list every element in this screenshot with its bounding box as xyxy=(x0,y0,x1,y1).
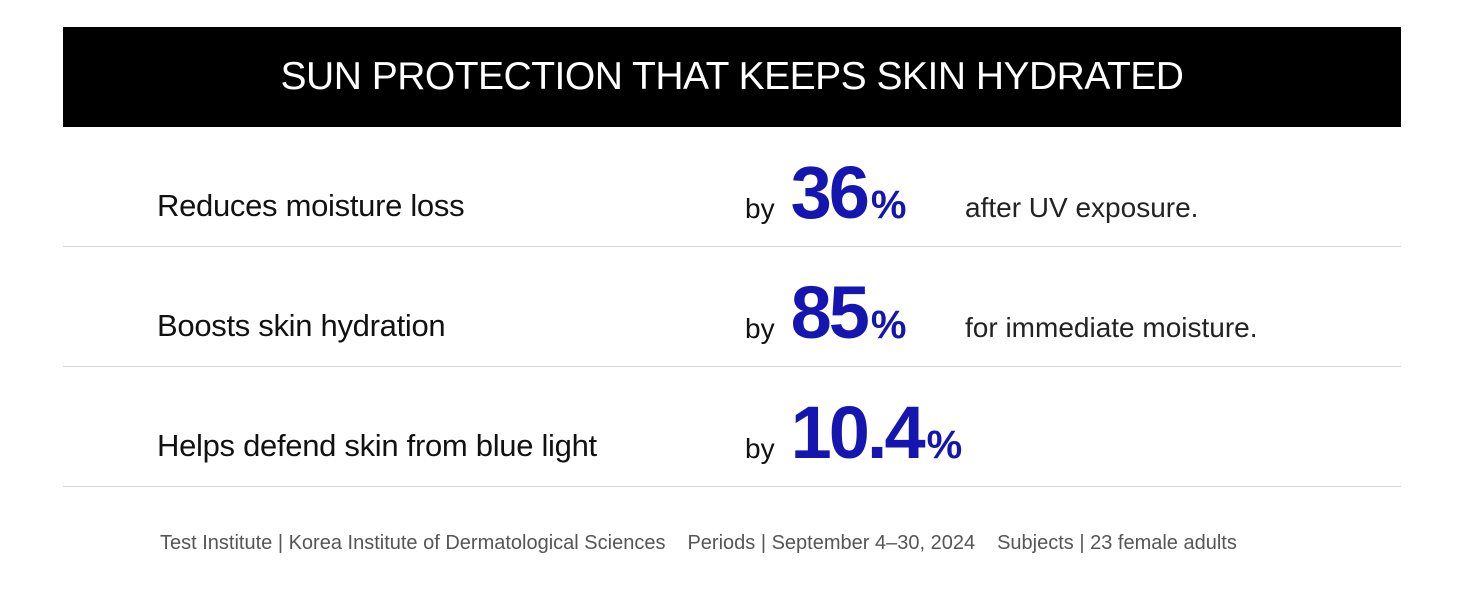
footer: Test Institute | Korea Institute of Derm… xyxy=(160,532,1237,555)
number: 10.4 xyxy=(790,391,926,474)
row-label: Boosts skin hydration xyxy=(157,308,446,343)
header: SUN PROTECTION THAT KEEPS SKIN HYDRATED xyxy=(63,27,1401,127)
stat-row: Reduces moisture loss by 36% after UV expos… xyxy=(63,127,1401,247)
stat-value: by 36% xyxy=(745,156,906,230)
prefix: by xyxy=(745,193,775,224)
stat-rows: Reduces moisture loss by 36% after UV expos… xyxy=(63,127,1401,487)
footnote: Periods | September 4–30, 2024 xyxy=(687,532,976,554)
suffix: after UV exposure. xyxy=(965,192,1199,223)
stat-row: Boosts skin hydration by 85% for immediate … xyxy=(63,247,1401,367)
number: 36 xyxy=(790,151,870,234)
stat-value: by 85% xyxy=(745,276,906,350)
prefix: by xyxy=(745,433,775,464)
unit: % xyxy=(926,423,963,467)
stat-value: by 10.4% xyxy=(745,396,962,470)
footnote: Subjects | 23 female adults xyxy=(997,532,1237,554)
stat-row: Helps defend skin from blue light by 10.4% xyxy=(63,367,1401,487)
unit: % xyxy=(870,303,907,347)
suffix: for immediate moisture. xyxy=(965,312,1258,343)
prefix: by xyxy=(745,313,775,344)
row-label: Reduces moisture loss xyxy=(157,188,465,223)
footnote: Test Institute | Korea Institute of Derm… xyxy=(160,532,666,554)
row-label: Helps defend skin from blue light xyxy=(157,428,597,463)
title: SUN PROTECTION THAT KEEPS SKIN HYDRATED xyxy=(280,55,1184,98)
number: 85 xyxy=(790,271,870,354)
unit: % xyxy=(870,183,907,227)
